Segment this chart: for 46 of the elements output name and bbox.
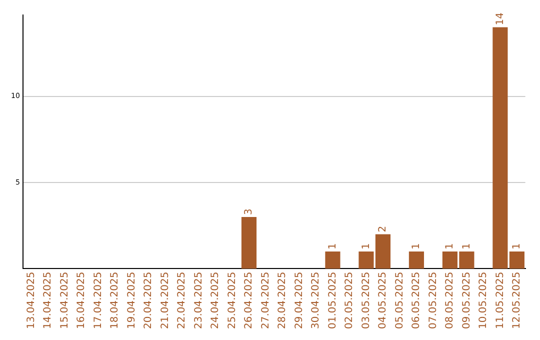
bar <box>241 217 257 269</box>
x-tick-label: 20.04.2025 <box>143 272 154 330</box>
bar <box>358 251 374 269</box>
x-tick-label: 13.04.2025 <box>26 272 37 330</box>
data-label: 14 <box>494 12 506 26</box>
bar <box>325 251 340 269</box>
data-label: 1 <box>411 243 422 250</box>
data-label: 1 <box>512 243 523 250</box>
x-tick-label: 08.05.2025 <box>444 272 456 330</box>
x-tick-label: 07.05.2025 <box>428 272 439 330</box>
x-tick-label: 17.04.2025 <box>92 272 104 330</box>
x-tick-label: 09.05.2025 <box>461 272 472 330</box>
x-tick-label: 04.05.2025 <box>378 272 389 330</box>
x-tick-label: 29.04.2025 <box>294 272 305 330</box>
x-tick-label: 22.04.2025 <box>176 272 188 330</box>
x-tick-label: 15.04.2025 <box>59 272 70 330</box>
data-label: 3 <box>244 208 255 215</box>
x-tick-label: 10.05.2025 <box>478 272 490 330</box>
x-tick-label: 25.04.2025 <box>226 272 238 330</box>
x-tick-label: 19.04.2025 <box>126 272 138 330</box>
x-tick-label: 06.05.2025 <box>411 272 422 330</box>
x-tick-label: 27.04.2025 <box>260 272 272 330</box>
x-tick-label: 02.05.2025 <box>344 272 356 330</box>
data-label: 1 <box>461 243 472 250</box>
x-tick-label: 21.04.2025 <box>160 272 171 330</box>
bar <box>492 27 508 269</box>
data-label: 1 <box>444 243 456 250</box>
bar <box>375 234 390 269</box>
x-tick-label: 18.04.2025 <box>110 272 121 330</box>
x-tick-label: 03.05.2025 <box>360 272 372 330</box>
data-label: 1 <box>360 243 372 250</box>
x-tick-label: 14.04.2025 <box>42 272 54 330</box>
bar <box>509 251 524 269</box>
x-tick-label: 11.05.2025 <box>494 272 506 330</box>
x-tick-label: 01.05.2025 <box>327 272 338 330</box>
x-tick-label: 24.04.2025 <box>210 272 222 330</box>
x-tick-label: 05.05.2025 <box>394 272 406 330</box>
bar <box>408 251 424 269</box>
x-tick-label: 16.04.2025 <box>76 272 88 330</box>
data-label: 2 <box>378 226 389 232</box>
x-tick-label: 30.04.2025 <box>310 272 322 330</box>
x-tick-label: 12.05.2025 <box>512 272 523 330</box>
x-tick-label: 23.04.2025 <box>193 272 204 330</box>
x-tick-label: 28.04.2025 <box>277 272 288 330</box>
data-label: 1 <box>327 243 338 250</box>
x-tick-label: 26.04.2025 <box>244 272 255 330</box>
